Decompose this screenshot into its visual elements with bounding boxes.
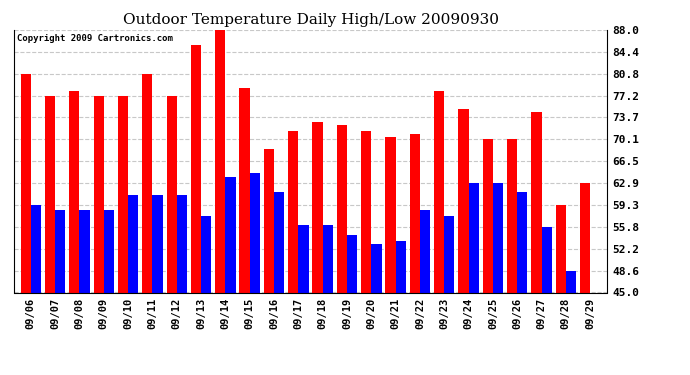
Bar (434, 91, 444, 292)
Bar (215, 30, 226, 292)
Title: Outdoor Temperature Daily High/Low 20090930: Outdoor Temperature Daily High/Low 20090… (123, 13, 498, 27)
Bar (45, 96, 55, 292)
Bar (21, 74, 31, 292)
Bar (531, 112, 542, 292)
Bar (239, 88, 250, 292)
Bar (55, 210, 66, 292)
Bar (264, 149, 274, 292)
Bar (191, 45, 201, 292)
Bar (458, 110, 469, 292)
Bar (298, 225, 308, 292)
Bar (94, 96, 104, 292)
Bar (518, 192, 527, 292)
Bar (580, 183, 590, 292)
Bar (128, 195, 138, 292)
Bar (177, 195, 187, 292)
Bar (469, 183, 479, 292)
Bar (347, 234, 357, 292)
Bar (337, 124, 347, 292)
Bar (323, 225, 333, 292)
Bar (201, 216, 211, 292)
Bar (104, 210, 114, 292)
Bar (142, 74, 152, 292)
Bar (507, 139, 518, 292)
Bar (274, 192, 284, 292)
Bar (371, 244, 382, 292)
Bar (69, 91, 79, 292)
Bar (226, 177, 235, 292)
Bar (386, 137, 395, 292)
Bar (555, 205, 566, 292)
Bar (288, 131, 298, 292)
Bar (542, 226, 552, 292)
Bar (493, 183, 503, 292)
Bar (395, 241, 406, 292)
Bar (118, 96, 128, 292)
Bar (483, 139, 493, 292)
Bar (566, 270, 576, 292)
Bar (79, 210, 90, 292)
Bar (31, 205, 41, 292)
Bar (444, 216, 455, 292)
Bar (152, 195, 163, 292)
Text: Copyright 2009 Cartronics.com: Copyright 2009 Cartronics.com (17, 34, 172, 43)
Bar (361, 131, 371, 292)
Bar (250, 174, 260, 292)
Bar (313, 122, 323, 292)
Bar (166, 96, 177, 292)
Bar (420, 210, 430, 292)
Bar (410, 134, 420, 292)
